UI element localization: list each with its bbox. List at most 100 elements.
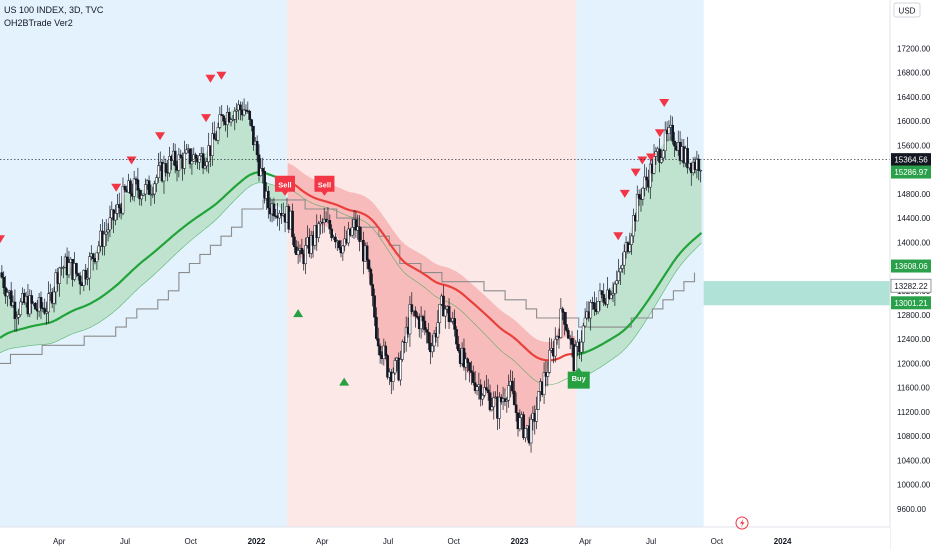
- candle-body: [645, 176, 648, 181]
- candle-body: [132, 178, 136, 197]
- sell-label[interactable]: Sell: [314, 175, 335, 196]
- currency-button[interactable]: [893, 2, 921, 18]
- candle-body: [261, 168, 265, 172]
- candle-body: [216, 127, 220, 141]
- candle-body: [190, 160, 194, 165]
- x-tick-label: Jul: [383, 537, 393, 546]
- x-tick-label: 2023: [511, 537, 529, 546]
- y-tick-label: 10400.00: [897, 456, 931, 465]
- symbol-line[interactable]: US 100 INDEX, 3D, TVC: [4, 5, 104, 15]
- y-tick-label: 16800.00: [897, 69, 931, 78]
- candle-body: [371, 284, 375, 296]
- candle-body: [581, 325, 585, 343]
- candle-body: [350, 227, 354, 236]
- candle-body: [376, 338, 380, 347]
- candle-body: [129, 180, 132, 194]
- candle-body: [123, 186, 127, 191]
- candle-body: [589, 302, 593, 319]
- candle-body: [466, 358, 470, 363]
- sell-signal[interactable]: [637, 156, 648, 165]
- support-zone: [703, 281, 890, 306]
- chart-legend: US 100 INDEX, 3D, TVC OH2BTrade Ver2: [4, 4, 103, 30]
- candle-body: [613, 283, 617, 294]
- candle-body: [266, 190, 270, 209]
- y-tick-label: 11200.00: [897, 408, 930, 417]
- candle-body: [596, 300, 600, 312]
- candle-body: [488, 392, 492, 411]
- sell-label[interactable]: Sell: [274, 175, 295, 196]
- candle-body: [183, 152, 186, 169]
- candle-body: [263, 170, 266, 199]
- candle-body: [239, 104, 242, 111]
- buy-label[interactable]: Buy: [567, 367, 590, 389]
- candle-body: [457, 343, 460, 352]
- candle-body: [9, 290, 13, 306]
- candle-body: [104, 231, 108, 235]
- candle-body: [490, 406, 494, 411]
- candle-body: [628, 244, 632, 252]
- price-label: 15364.56: [891, 153, 931, 167]
- candle-body: [97, 245, 101, 254]
- candle-body: [136, 179, 140, 191]
- candle-body: [76, 273, 80, 277]
- candle-body: [291, 210, 294, 238]
- candle-body: [222, 115, 225, 122]
- candle-body: [106, 229, 110, 233]
- candle-body: [378, 345, 382, 356]
- sell-signal[interactable]: [216, 71, 227, 80]
- candle-body: [699, 169, 702, 172]
- sell-signal[interactable]: [126, 156, 137, 165]
- indicator-line[interactable]: OH2BTrade Ver2: [4, 18, 73, 28]
- buy-label-box: [567, 367, 590, 389]
- candle-body: [84, 270, 88, 280]
- candle-body: [198, 155, 201, 163]
- sell-signal[interactable]: [613, 232, 624, 241]
- buy-signal[interactable]: [339, 377, 350, 386]
- candle-body: [13, 301, 17, 320]
- y-tick-label: 14400.00: [897, 214, 931, 223]
- price-label-box: [891, 296, 931, 310]
- sell-signal[interactable]: [659, 98, 670, 107]
- candle-body: [486, 389, 490, 393]
- candle-body: [505, 399, 509, 402]
- candle-body: [177, 154, 181, 171]
- candle-body: [455, 329, 458, 345]
- candle-body: [507, 385, 511, 401]
- y-tick-label: 12800.00: [897, 311, 931, 320]
- sell-signal[interactable]: [201, 114, 212, 123]
- sell-signal[interactable]: [111, 183, 122, 192]
- candle-body: [427, 332, 430, 344]
- candle-body: [468, 362, 471, 371]
- candle-body: [546, 372, 550, 377]
- sell-signal[interactable]: [654, 129, 665, 138]
- sell-signal[interactable]: [619, 189, 630, 198]
- candle-body: [542, 372, 546, 395]
- sell-signal[interactable]: [630, 168, 641, 177]
- sell-label-text: Sell: [278, 180, 291, 189]
- candle-body: [658, 148, 661, 163]
- sell-label-text: Sell: [318, 180, 331, 189]
- lightning-icon[interactable]: [735, 516, 749, 530]
- candle-body: [399, 359, 402, 381]
- candle-body: [179, 154, 183, 158]
- sell-signal[interactable]: [205, 74, 216, 83]
- sell-signal[interactable]: [646, 153, 657, 162]
- candle-body: [565, 324, 568, 331]
- buy-label-text: Buy: [572, 374, 587, 383]
- y-tick-label: 12000.00: [897, 359, 931, 368]
- buy-signal[interactable]: [293, 309, 304, 318]
- candle-body: [443, 308, 447, 317]
- candle-body: [88, 256, 91, 279]
- candle-body: [358, 226, 361, 242]
- price-label-box: [891, 165, 931, 179]
- candle-body: [203, 165, 207, 169]
- sell-signal[interactable]: [0, 235, 5, 244]
- sell-signal[interactable]: [155, 132, 166, 141]
- candle-body: [393, 360, 397, 374]
- candle-body: [529, 418, 533, 444]
- candle-body: [518, 417, 522, 430]
- y-tick-label: 17200.00: [897, 44, 931, 53]
- candle-body: [661, 150, 665, 159]
- currency-label[interactable]: USD: [899, 7, 916, 16]
